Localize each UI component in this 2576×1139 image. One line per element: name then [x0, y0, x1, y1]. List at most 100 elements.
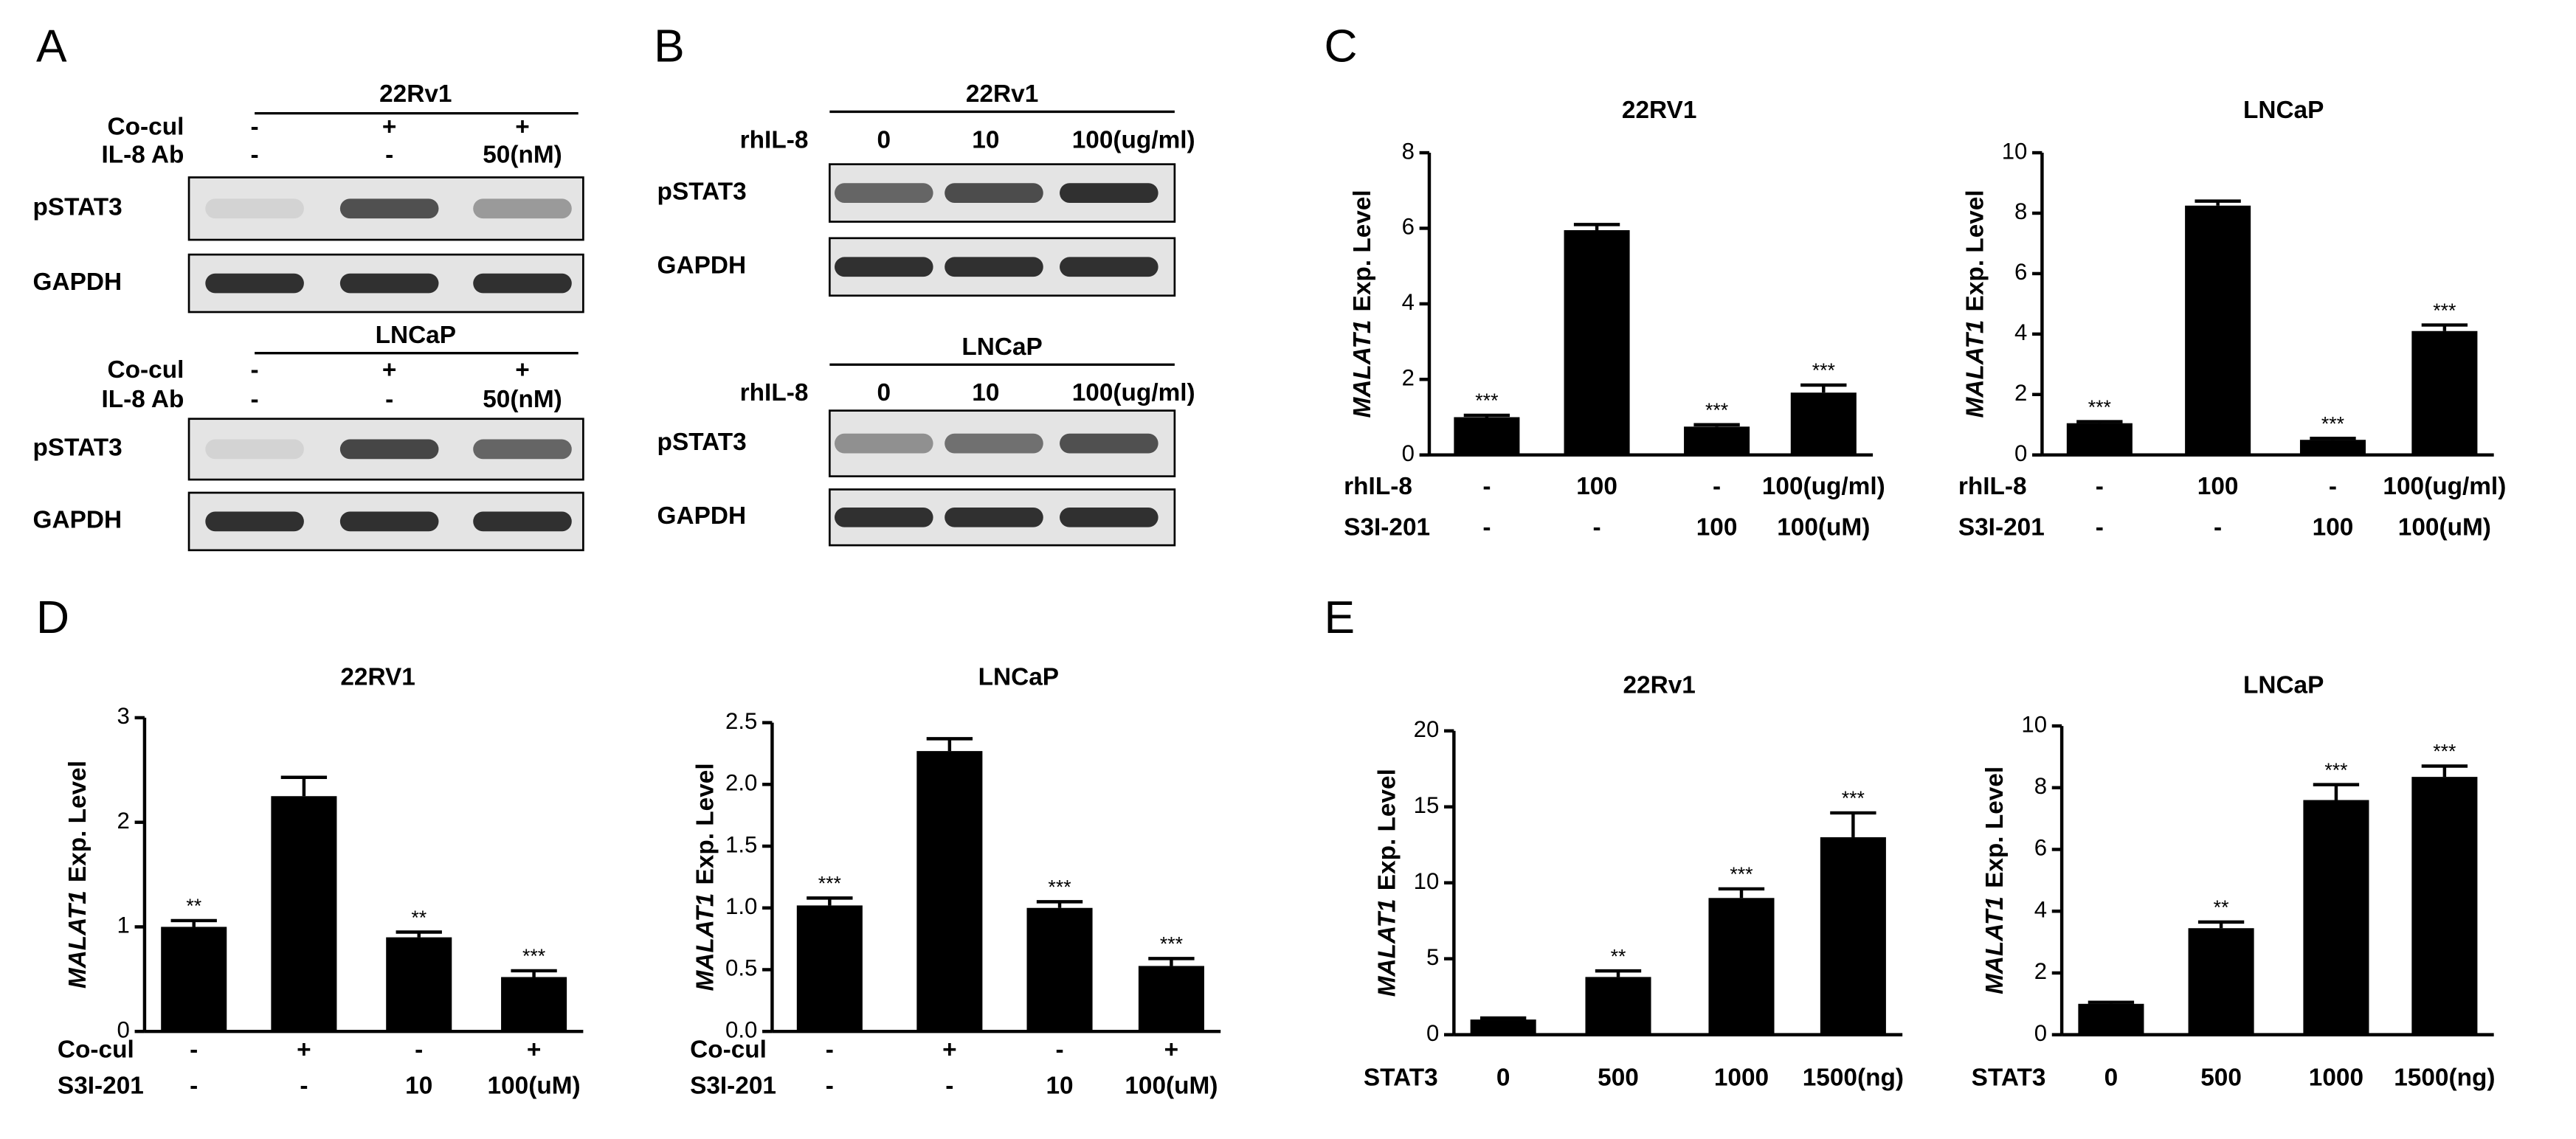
y-tick-label: 2: [2014, 380, 2027, 406]
bar: [501, 977, 567, 1032]
y-axis-label-text: Exp. Level: [1961, 190, 1989, 311]
y-tick-label: 0: [1402, 440, 1415, 466]
condition-label: STAT3: [1972, 1064, 2046, 1092]
condition-label: S3I-201: [1958, 514, 2045, 541]
condition-label: rhIL-8: [740, 379, 809, 406]
chart-title: LNCaP: [2243, 97, 2324, 124]
condition-value: 100(ug/ml): [1072, 379, 1195, 406]
condition-value: -: [945, 1073, 953, 1100]
significance-label: ***: [1812, 359, 1835, 381]
blot-band: [339, 511, 439, 532]
y-tick-label: 8: [1402, 138, 1415, 164]
significance-label: ***: [2321, 412, 2344, 435]
y-axis-label-gene: MALAT1: [691, 893, 719, 991]
blot-band: [835, 183, 933, 203]
condition-value: 10: [972, 126, 999, 153]
blot-band: [945, 507, 1043, 527]
condition-value: 10: [972, 379, 999, 406]
blot-band: [339, 439, 439, 460]
band-label: GAPDH: [657, 502, 747, 530]
y-axis-label-gene: MALAT1: [1961, 320, 1989, 418]
bar: [2066, 423, 2133, 455]
y-tick-label: 3: [117, 703, 130, 729]
bar: [271, 796, 337, 1032]
condition-value: +: [515, 356, 530, 384]
blot-band: [339, 273, 439, 294]
y-tick-label: 2: [2034, 958, 2047, 984]
y-axis-label: MALAT1 Exp. Level: [64, 761, 91, 989]
y-tick-label: 0: [2014, 440, 2027, 466]
y-tick-label: 4: [1402, 289, 1415, 315]
blot-band: [945, 183, 1043, 203]
condition-value: 100(ug/ml): [2383, 473, 2506, 500]
band-label: pSTAT3: [33, 194, 122, 221]
condition-label: S3I-201: [1344, 514, 1430, 541]
condition-value: 100: [2197, 473, 2239, 500]
condition-value: -: [251, 141, 259, 168]
cell-line-label: 22Rv1: [966, 80, 1038, 108]
blot-band: [339, 198, 439, 219]
condition-value: 100(uM): [1777, 514, 1870, 541]
condition-value: 1500(ng): [1803, 1064, 1904, 1092]
condition-value: +: [382, 113, 397, 140]
significance-label: ***: [1842, 787, 1865, 809]
y-axis-label-gene: MALAT1: [1373, 899, 1401, 997]
significance-label: ***: [1160, 933, 1183, 955]
y-tick-label: 5: [1426, 944, 1439, 970]
significance-label: **: [411, 907, 427, 929]
blot-band: [835, 433, 933, 454]
y-tick-label: 0.0: [725, 1017, 757, 1042]
bar: [386, 937, 452, 1032]
condition-value: +: [515, 113, 530, 140]
condition-value: 100(ug/ml): [1762, 473, 1885, 500]
cell-line-label: LNCaP: [961, 333, 1042, 361]
y-axis-label: MALAT1 Exp. Level: [1349, 190, 1376, 418]
bar: [1820, 837, 1886, 1035]
condition-value: 1500(ng): [2394, 1064, 2495, 1092]
y-tick-label: 8: [2014, 198, 2027, 224]
band-label: GAPDH: [33, 507, 122, 534]
y-axis-label: MALAT1 Exp. Level: [1373, 769, 1401, 997]
blot-band: [1060, 257, 1158, 277]
condition-value: 0: [2104, 1064, 2119, 1092]
condition-value: 50(nM): [483, 386, 562, 413]
band-label: pSTAT3: [33, 435, 122, 462]
condition-label: S3I-201: [58, 1073, 144, 1100]
y-axis-label-text: Exp. Level: [64, 761, 91, 882]
blot-band: [1060, 507, 1158, 527]
y-tick-label: 2: [1402, 365, 1415, 391]
condition-value: +: [382, 356, 397, 384]
bar: [1684, 426, 1750, 455]
condition-value: -: [190, 1036, 198, 1064]
condition-value: 500: [1598, 1064, 1639, 1092]
condition-value: -: [251, 386, 259, 413]
significance-label: ***: [2433, 300, 2456, 322]
y-tick-label: 0: [1426, 1020, 1439, 1046]
blot-band: [205, 511, 304, 532]
significance-label: ***: [1475, 390, 1498, 412]
blot-band: [473, 511, 572, 532]
condition-value: +: [527, 1036, 542, 1064]
significance-label: ***: [2324, 759, 2347, 781]
blot-band: [473, 273, 572, 294]
significance-label: ***: [2088, 396, 2111, 418]
y-tick-label: 0: [117, 1017, 130, 1042]
condition-value: +: [1164, 1036, 1179, 1064]
bar: [2411, 330, 2478, 455]
condition-value: 50(nM): [483, 141, 562, 168]
bar: [1790, 392, 1857, 455]
blot-band: [945, 257, 1043, 277]
panel-label: B: [654, 21, 685, 72]
condition-label: rhIL-8: [1958, 473, 2027, 500]
condition-value: -: [385, 141, 393, 168]
condition-value: -: [190, 1073, 198, 1100]
bar: [2299, 440, 2366, 455]
bar: [1708, 898, 1775, 1035]
condition-value: 1000: [2309, 1064, 2363, 1092]
condition-value: -: [1482, 514, 1491, 541]
condition-value: -: [415, 1036, 423, 1064]
condition-value: 100(ug/ml): [1072, 126, 1195, 153]
chart-title: 22Rv1: [1623, 671, 1695, 699]
condition-value: 100: [1576, 473, 1617, 500]
